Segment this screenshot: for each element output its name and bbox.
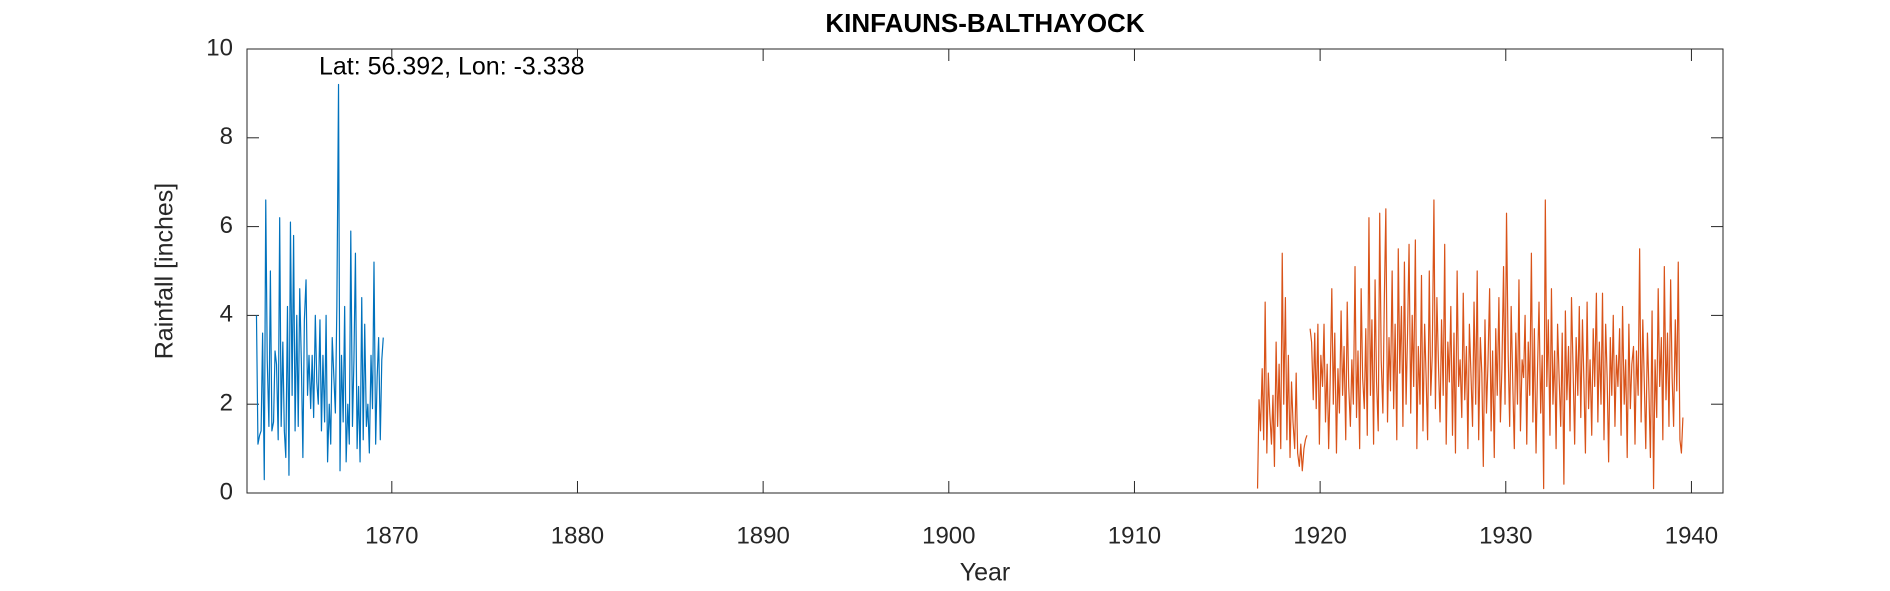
y-tick-label: 10 — [206, 34, 233, 61]
y-tick-label: 6 — [220, 212, 233, 239]
chart-title: KINFAUNS-BALTHAYOCK — [825, 8, 1144, 38]
x-tick-label: 1880 — [551, 522, 604, 549]
x-tick-label: 1920 — [1293, 522, 1346, 549]
x-tick-label: 1940 — [1665, 522, 1718, 549]
y-tick-label: 2 — [220, 390, 233, 417]
y-tick-label: 0 — [220, 478, 233, 505]
x-axis-label: Year — [960, 559, 1011, 587]
series-line — [1256, 199, 1684, 490]
x-tick-label: 1910 — [1108, 522, 1161, 549]
x-tick-label: 1900 — [922, 522, 975, 549]
y-axis-label: Rainfall [inches] — [151, 183, 179, 359]
plot-frame — [246, 48, 1724, 494]
x-tick-label: 1930 — [1479, 522, 1532, 549]
annotation: Lat: 56.392, Lon: -3.338 — [319, 53, 585, 81]
y-tick-label: 4 — [220, 301, 233, 328]
y-tick-label: 8 — [220, 123, 233, 150]
x-tick-label: 1890 — [736, 522, 789, 549]
series-line — [255, 83, 384, 481]
x-tick-label: 1870 — [365, 522, 418, 549]
